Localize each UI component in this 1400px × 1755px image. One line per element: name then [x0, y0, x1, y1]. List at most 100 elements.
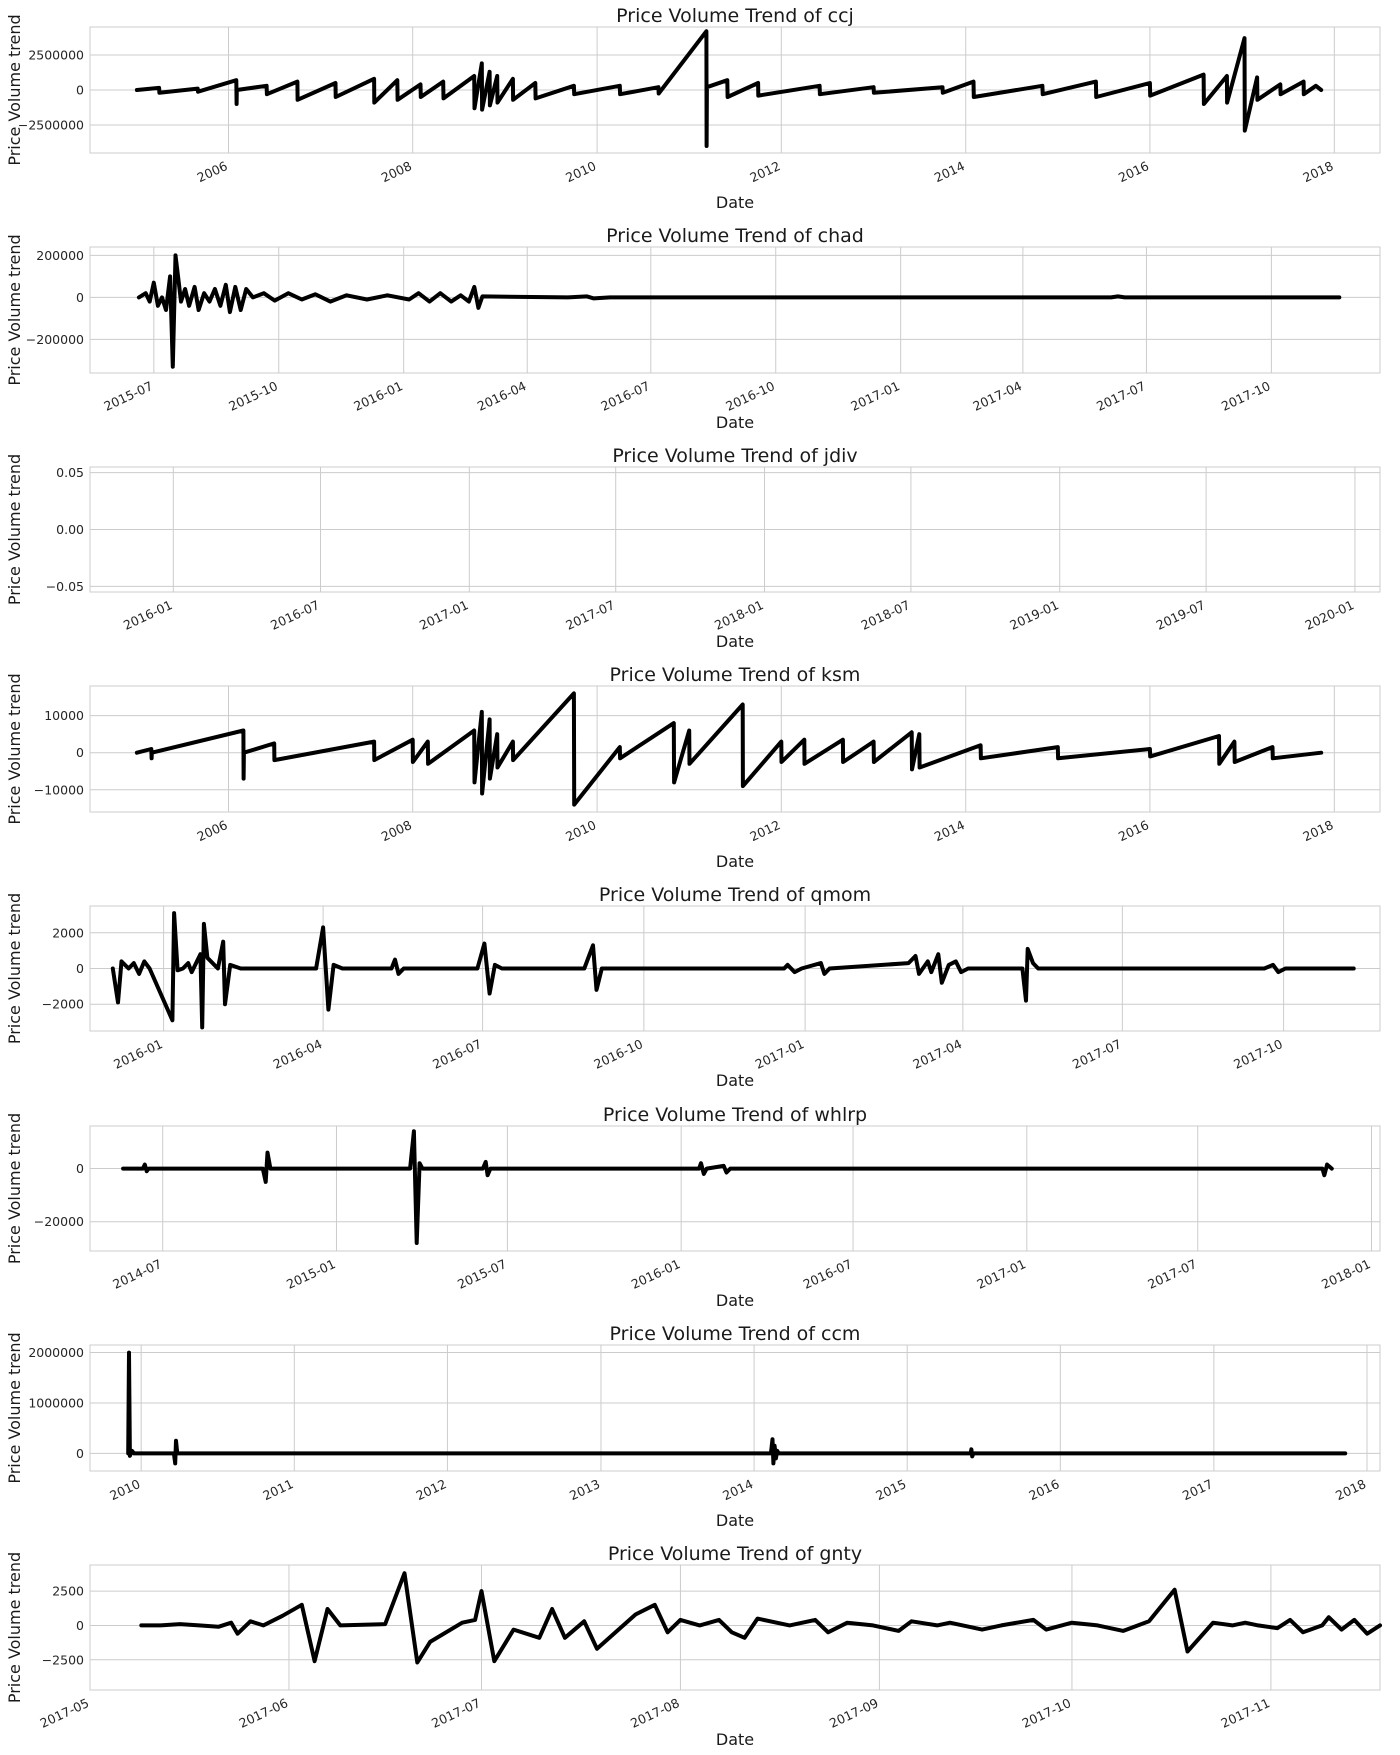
y-tick-label: 2000	[52, 925, 84, 940]
x-tick-label: 2016-01	[629, 1256, 683, 1292]
x-tick-label: 2017-07	[1094, 378, 1148, 414]
y-tick-label: 10000	[44, 708, 84, 723]
x-tick-label: 2016-10	[591, 1036, 645, 1072]
y-tick-label: 0	[76, 1446, 84, 1461]
y-tick-label: 0	[76, 961, 84, 976]
plot-area-7	[89, 1564, 1381, 1691]
x-tick-label: 2016-04	[271, 1036, 325, 1072]
chart-title: Price Volume Trend of gnty	[608, 1543, 862, 1565]
chart-title: Price Volume Trend of chad	[606, 225, 864, 247]
x-tick-label: 2017-05	[38, 1695, 92, 1731]
x-tick-label: 2017-01	[848, 378, 902, 414]
x-tick-label: 2019-01	[1007, 597, 1061, 633]
x-tick-label: 2017-04	[970, 378, 1024, 414]
y-axis-label: Price Volume trend	[5, 1552, 24, 1703]
plot-area-6	[89, 1344, 1381, 1472]
chart-title: Price Volume Trend of jdiv	[612, 445, 857, 467]
x-axis-label: Date	[716, 632, 754, 651]
x-tick-label: 2013	[567, 1476, 602, 1503]
x-tick-label: 2016-01	[121, 597, 175, 633]
x-axis-label: Date	[716, 193, 754, 212]
plot-area-5	[89, 1125, 1381, 1252]
x-tick-label: 2014	[932, 158, 967, 185]
x-tick-label: 2019-07	[1154, 597, 1208, 633]
x-tick-label: 2010	[563, 817, 598, 844]
y-tick-label: 0	[76, 745, 84, 760]
y-tick-label: 1000000	[28, 1395, 84, 1410]
y-tick-label: 0	[76, 1161, 84, 1176]
x-tick-label: 2015	[873, 1476, 908, 1503]
x-tick-label: 2010	[563, 158, 598, 185]
series-line	[134, 29, 1324, 148]
y-tick-label: 0	[76, 290, 84, 305]
y-tick-label: −2500	[42, 1652, 84, 1667]
y-tick-label: 2000000	[28, 1345, 84, 1360]
x-tick-label: 2016-07	[598, 378, 652, 414]
x-axis-label: Date	[716, 1730, 754, 1749]
x-tick-label: 2017-10	[1020, 1695, 1074, 1731]
x-tick-label: 2012	[747, 158, 782, 185]
x-axis-label: Date	[716, 1071, 754, 1090]
x-axis-label: Date	[716, 1291, 754, 1310]
x-tick-label: 2018-01	[712, 597, 766, 633]
x-tick-label: 2016-07	[801, 1256, 855, 1292]
x-tick-label: 2006	[195, 158, 230, 185]
y-tick-label: −2500000	[18, 118, 84, 133]
x-tick-label: 2017-01	[974, 1256, 1028, 1292]
x-tick-label: 2018-07	[858, 597, 912, 633]
x-tick-label: 2018	[1300, 817, 1335, 844]
chart-title: Price Volume Trend of whlrp	[603, 1104, 867, 1126]
x-tick-label: 2017-04	[910, 1036, 964, 1072]
y-tick-label: −0.05	[46, 579, 84, 594]
x-tick-label: 2020-01	[1303, 597, 1357, 633]
x-tick-label: 2008	[379, 817, 414, 844]
y-tick-label: −200000	[26, 332, 84, 347]
x-tick-label: 2014-07	[110, 1256, 164, 1292]
series-line	[121, 1129, 1334, 1245]
y-tick-label: 2500000	[28, 48, 84, 63]
x-tick-label: 2011	[260, 1476, 295, 1503]
y-tick-label: −20000	[34, 1214, 84, 1229]
y-axis-label: Price Volume trend	[5, 673, 24, 824]
x-tick-label: 2015-01	[284, 1256, 338, 1292]
x-tick-label: 2015-10	[226, 378, 280, 414]
x-tick-label: 2017-07	[1145, 1256, 1199, 1292]
x-tick-label: 2017-06	[237, 1695, 291, 1731]
y-tick-label: 2500	[52, 1584, 84, 1599]
plot-area-3	[89, 685, 1381, 813]
y-tick-label: 0	[76, 83, 84, 98]
x-tick-label: 2016-07	[268, 597, 322, 633]
x-tick-label: 2017	[1180, 1476, 1215, 1503]
chart-title: Price Volume Trend of ccj	[616, 5, 854, 27]
y-tick-label: 0.00	[56, 522, 84, 537]
x-axis-label: Date	[716, 852, 754, 871]
plot-area-1	[89, 246, 1381, 374]
x-tick-label: 2016-07	[430, 1036, 484, 1072]
x-tick-label: 2014	[932, 817, 967, 844]
y-axis-label: Price Volume trend	[5, 1332, 24, 1483]
x-tick-label: 2016-01	[351, 378, 405, 414]
y-axis-label: Price Volume trend	[5, 14, 24, 165]
x-tick-label: 2016	[1026, 1476, 1061, 1503]
series-line	[110, 911, 1356, 1030]
x-tick-label: 2008	[379, 158, 414, 185]
series-line	[139, 1571, 1382, 1665]
x-tick-label: 2015-07	[455, 1256, 509, 1292]
x-tick-label: 2012	[747, 817, 782, 844]
x-tick-label: 2018	[1300, 158, 1335, 185]
x-tick-label: 2017-01	[753, 1036, 807, 1072]
series-line	[134, 691, 1324, 807]
y-axis-label: Price Volume trend	[5, 1113, 24, 1264]
x-tick-label: 2017-07	[563, 597, 617, 633]
x-tick-label: 2018-01	[1319, 1256, 1373, 1292]
y-axis-label: Price Volume trend	[5, 454, 24, 605]
x-tick-label: 2016-01	[111, 1036, 165, 1072]
series-line	[126, 1350, 1348, 1466]
y-axis-label: Price Volume trend	[5, 234, 24, 385]
x-tick-label: 2017-08	[628, 1695, 682, 1731]
x-tick-label: 2016	[1116, 158, 1151, 185]
y-tick-label: −2000	[42, 997, 84, 1012]
x-tick-label: 2017-10	[1231, 1036, 1285, 1072]
x-tick-label: 2018	[1333, 1476, 1368, 1503]
